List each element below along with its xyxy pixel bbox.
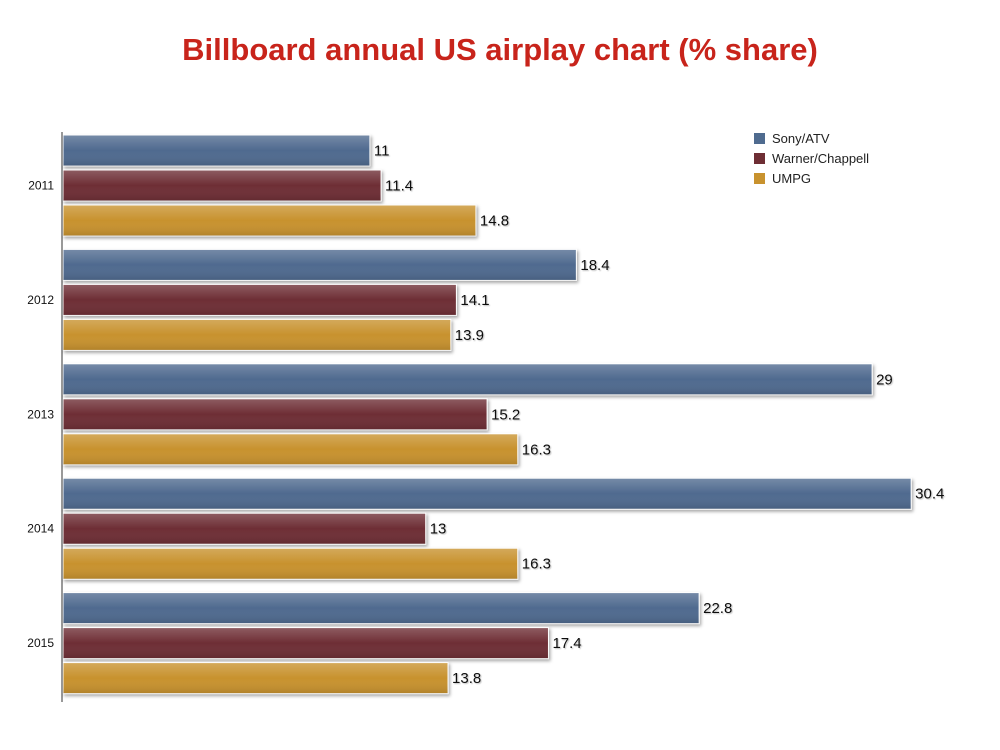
value-label-umpg-2014: 16.3 xyxy=(522,556,551,573)
category-label-2012: 2012 xyxy=(27,293,54,307)
value-label-sony-atv-2015: 22.8 xyxy=(703,600,732,617)
value-label-warner-chappell-2013: 15.2 xyxy=(491,406,520,423)
value-label-umpg-2015: 13.8 xyxy=(452,670,481,687)
bar-sheen-umpg-2014 xyxy=(63,548,518,580)
category-label-2013: 2013 xyxy=(27,407,54,421)
bar-sheen-umpg-2012 xyxy=(63,319,451,351)
bar-sheen-warner-chappell-2012 xyxy=(63,284,457,316)
value-label-sony-atv-2011: 11 xyxy=(374,143,390,160)
bar-sheen-warner-chappell-2015 xyxy=(63,627,549,659)
category-label-2011: 2011 xyxy=(28,179,54,193)
value-label-sony-atv-2013: 29 xyxy=(876,371,893,388)
bar-sheen-warner-chappell-2011 xyxy=(63,170,382,201)
legend: Sony/ATV Warner/Chappell UMPG xyxy=(754,131,869,186)
bar-sheen-sony-atv-2011 xyxy=(63,135,370,166)
legend-swatch-sony-atv xyxy=(754,133,765,144)
bars-layer xyxy=(62,134,912,695)
bar-sheen-sony-atv-2014 xyxy=(63,478,912,510)
value-label-warner-chappell-2015: 17.4 xyxy=(552,635,581,652)
bar-sheen-warner-chappell-2014 xyxy=(63,513,426,545)
bar-sheen-sony-atv-2015 xyxy=(63,592,700,624)
bar-sheen-umpg-2013 xyxy=(63,433,518,465)
value-label-sony-atv-2014: 30.4 xyxy=(915,486,944,503)
legend-swatch-umpg xyxy=(754,173,765,184)
chart-title: Billboard annual US airplay chart (% sha… xyxy=(182,32,818,67)
bar-sheen-warner-chappell-2013 xyxy=(63,398,488,430)
value-label-umpg-2013: 16.3 xyxy=(522,441,551,458)
bar-sheen-umpg-2011 xyxy=(63,205,476,236)
bar-sheen-sony-atv-2012 xyxy=(63,249,577,281)
legend-swatch-warner-chappell xyxy=(754,153,765,164)
value-label-umpg-2011: 14.8 xyxy=(480,213,509,230)
value-label-umpg-2012: 13.9 xyxy=(455,327,484,344)
value-label-warner-chappell-2014: 13 xyxy=(430,521,447,538)
value-label-warner-chappell-2012: 14.1 xyxy=(460,292,489,309)
bar-sheen-umpg-2015 xyxy=(63,662,449,694)
value-label-warner-chappell-2011: 11.4 xyxy=(385,178,413,195)
legend-label-sony-atv: Sony/ATV xyxy=(772,131,830,146)
category-label-2015: 2015 xyxy=(27,636,54,650)
legend-label-umpg: UMPG xyxy=(772,171,811,186)
category-label-2014: 2014 xyxy=(27,522,54,536)
legend-label-warner-chappell: Warner/Chappell xyxy=(772,151,869,166)
value-label-sony-atv-2012: 18.4 xyxy=(580,257,609,274)
bar-sheen-sony-atv-2013 xyxy=(63,363,873,395)
labels-layer: 11 11.4 14.8 2011 18.4 14.1 13.9 2012 29 15.2 16.3… xyxy=(27,143,944,688)
